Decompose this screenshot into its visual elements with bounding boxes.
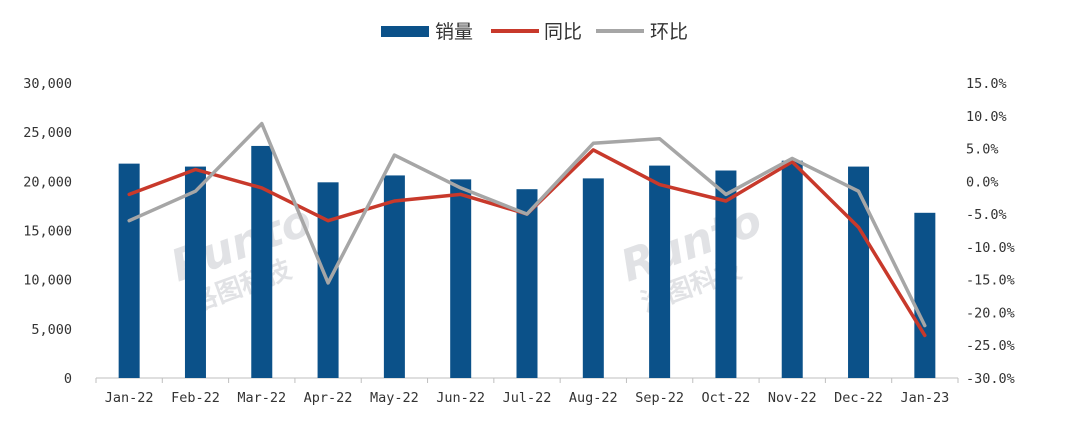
- line-series: [127, 121, 927, 338]
- y-left-tick-label: 10,000: [23, 273, 72, 289]
- series-line: [127, 121, 927, 328]
- bar: [914, 212, 936, 378]
- y-left-tick-label: 20,000: [23, 174, 72, 190]
- x-tick-label: May-22: [370, 390, 419, 406]
- legend-swatch-bar: [381, 26, 429, 37]
- x-tick-label: Jan-22: [105, 390, 154, 406]
- bar: [649, 165, 671, 378]
- y-right-tick-label: 15.0%: [966, 76, 1007, 92]
- bar: [582, 178, 604, 378]
- x-tick-label: Feb-22: [171, 390, 220, 406]
- bar: [383, 175, 405, 378]
- legend: 销量 同比 环比: [381, 21, 688, 43]
- y-left-tick-label: 30,000: [23, 76, 72, 92]
- y-left-tick-label: 0: [64, 371, 72, 387]
- bar: [516, 189, 538, 378]
- y-right-tick-label: 0.0%: [966, 174, 999, 190]
- y-right-tick-label: -10.0%: [966, 240, 1015, 256]
- bar: [715, 170, 737, 378]
- x-tick-label: Jul-22: [503, 390, 552, 406]
- bar: [781, 160, 803, 378]
- legend-label: 销量: [435, 21, 473, 43]
- axes: Jan-22 Feb-22 Mar-22 Apr-22 May-22 Jun-22 Jul-…: [23, 76, 1015, 406]
- y-right-tick-label: -15.0%: [966, 273, 1015, 289]
- y-left-tick-label: 5,000: [31, 322, 72, 338]
- y-right-tick-label: -5.0%: [966, 207, 1007, 223]
- x-tick-label: Nov-22: [768, 390, 817, 406]
- y-right-tick-label: 10.0%: [966, 109, 1007, 125]
- y-right-tick-label: -25.0%: [966, 338, 1015, 354]
- x-tick-label: Aug-22: [569, 390, 618, 406]
- x-tick-label: Jun-22: [436, 390, 485, 406]
- legend-label: 环比: [650, 21, 688, 43]
- y-left-tick-label: 15,000: [23, 224, 72, 240]
- y-left-tick-label: 25,000: [23, 125, 72, 141]
- legend-label: 同比: [544, 21, 582, 43]
- bar: [450, 179, 472, 378]
- watermark-logo-right: Runto 洛图科技: [614, 195, 768, 319]
- bar: [251, 145, 273, 378]
- bar: [848, 166, 870, 378]
- x-tick-label: Mar-22: [237, 390, 286, 406]
- bar: [184, 166, 206, 378]
- x-tick-label: Sep-22: [635, 390, 684, 406]
- y-right-tick-label: 5.0%: [966, 142, 999, 158]
- x-tick-label: Dec-22: [834, 390, 883, 406]
- x-tick-label: Jan-23: [900, 390, 949, 406]
- bar-series: [118, 145, 936, 378]
- y-right-tick-label: -20.0%: [966, 305, 1015, 321]
- y-right-tick-label: -30.0%: [966, 371, 1015, 387]
- x-tick-label: Apr-22: [304, 390, 353, 406]
- x-tick-label: Oct-22: [702, 390, 751, 406]
